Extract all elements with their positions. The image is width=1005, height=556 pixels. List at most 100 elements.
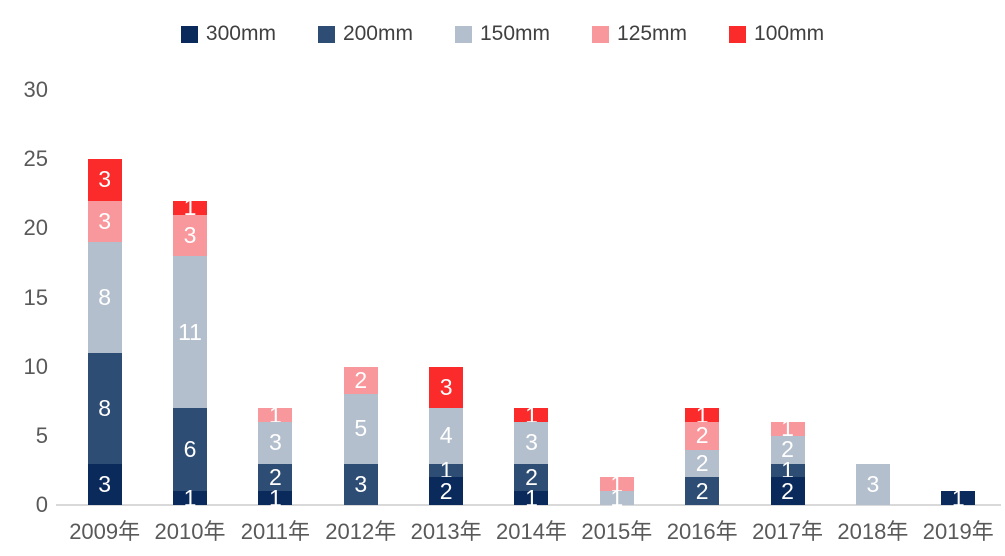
legend-label: 100mm (754, 22, 825, 45)
y-tick-label: 20 (23, 215, 48, 241)
x-tick-label: 2015年 (581, 519, 653, 544)
segment-200mm: 2 (514, 463, 549, 492)
segment-value-label: 2 (268, 463, 282, 490)
segment-value-label: 1 (610, 484, 624, 511)
stacked-bar-2012年: 3 5 2 (343, 366, 378, 505)
stacked-bar-2010年: 1 6 11 3 1 (173, 196, 208, 509)
segment-150mm: 3 (855, 463, 890, 505)
legend-item-200mm: 200mm (317, 22, 413, 46)
y-tick-label: 25 (23, 146, 48, 172)
segment-value-label: 2 (695, 477, 709, 504)
segment-300mm: 1 (941, 486, 976, 509)
legend-swatch-icon (729, 25, 747, 43)
segment-value-label: 6 (183, 436, 197, 463)
segment-value-label: 1 (525, 484, 538, 511)
segment-125mm: 3 (87, 200, 122, 243)
segment-value-label: 3 (354, 470, 368, 497)
segment-300mm: 1 (514, 486, 549, 509)
plot-area: 3 8 8 3 3 2009年 1 6 11 3 1 2010年 1 2 3 1 2011年 3 5 2 2012年 2 1… (56, 90, 1001, 544)
segment-125mm: 2 (685, 422, 720, 450)
segment-125mm: 1 (599, 472, 634, 495)
segment-value-label: 1 (183, 194, 197, 221)
x-tick-label: 2016年 (666, 519, 738, 544)
segment-300mm: 2 (429, 477, 464, 505)
y-tick-label: 30 (23, 77, 48, 102)
segment-150mm: 3 (514, 422, 549, 464)
segment-value-label: 1 (781, 415, 794, 442)
segment-300mm: 1 (173, 486, 208, 509)
segment-value-label: 1 (781, 456, 794, 483)
y-tick-label: 5 (35, 422, 48, 448)
stacked-bar-2019年: 1 (941, 486, 976, 509)
segment-value-label: 3 (98, 166, 112, 193)
x-tick-label: 2018年 (837, 519, 909, 544)
legend-swatch-icon (317, 25, 335, 43)
segment-value-label: 3 (183, 221, 197, 248)
bar-group: 1 6 11 3 1 2010年 (147, 90, 232, 544)
x-axis-line (56, 504, 1001, 506)
legend-swatch-icon (180, 25, 198, 43)
segment-value-label: 1 (183, 484, 197, 511)
segment-150mm: 4 (429, 408, 464, 464)
legend-swatch-icon (454, 25, 472, 43)
legend-item-300mm: 300mm (180, 22, 276, 46)
bar-group: 2 1 4 3 2013年 (403, 90, 488, 544)
segment-300mm: 3 (87, 463, 122, 505)
segment-value-label: 2 (695, 422, 709, 449)
segment-200mm: 2 (685, 477, 720, 505)
x-tick-label: 2019年 (922, 519, 994, 544)
y-tick-label: 15 (23, 284, 48, 310)
segment-value-label: 3 (525, 429, 538, 456)
segment-value-label: 1 (268, 484, 282, 511)
segment-value-label: 3 (268, 429, 282, 456)
legend-item-100mm: 100mm (729, 22, 824, 46)
segment-100mm: 1 (514, 403, 549, 426)
stacked-bar-2018年: 3 (855, 463, 890, 505)
segment-150mm: 5 (343, 394, 378, 464)
segment-value-label: 2 (781, 477, 794, 504)
segment-150mm: 2 (685, 449, 720, 478)
segment-150mm: 11 (173, 256, 208, 409)
bar-group: 2 2 2 1 2016年 (660, 90, 745, 544)
segment-value-label: 2 (781, 436, 794, 463)
segment-200mm: 8 (87, 352, 122, 464)
segment-125mm: 1 (770, 417, 805, 440)
segment-150mm: 8 (87, 242, 122, 353)
segment-value-label: 3 (439, 373, 453, 400)
segment-200mm: 6 (173, 408, 208, 492)
y-tick-label: 10 (23, 353, 48, 379)
y-axis: 0 5 10 15 20 25 30 (0, 77, 48, 517)
legend-label: 200mm (342, 22, 413, 45)
stacked-bar-2009年: 3 8 8 3 3 (87, 159, 122, 505)
segment-200mm: 1 (770, 458, 805, 481)
segment-value-label: 2 (525, 463, 538, 490)
segment-300mm: 1 (258, 486, 293, 509)
segment-150mm: 3 (258, 422, 293, 464)
legend: 300mm 200mm 150mm 125mm 100mm (0, 22, 1005, 46)
legend-label: 125mm (617, 22, 688, 45)
segment-150mm: 2 (770, 435, 805, 464)
segment-value-label: 8 (98, 394, 112, 421)
segment-100mm: 3 (87, 159, 122, 201)
segment-value-label: 11 (178, 318, 202, 345)
segment-value-label: 2 (354, 367, 368, 394)
segment-value-label: 1 (268, 401, 282, 428)
segment-value-label: 1 (610, 470, 624, 497)
bar-group: 1 2019年 (916, 90, 1001, 544)
bar-group: 3 2018年 (830, 90, 915, 544)
segment-200mm: 3 (343, 463, 378, 505)
x-tick-label: 2012年 (325, 519, 397, 544)
segment-150mm: 1 (599, 486, 634, 509)
bar-group: 1 2 3 1 2011年 (233, 90, 318, 544)
legend-label: 150mm (479, 22, 551, 45)
y-tick-label: 0 (35, 492, 48, 517)
bar-group: 1 1 2015年 (574, 90, 659, 544)
segment-125mm: 3 (173, 214, 208, 257)
bar-group: 1 2 3 1 2014年 (489, 90, 574, 544)
